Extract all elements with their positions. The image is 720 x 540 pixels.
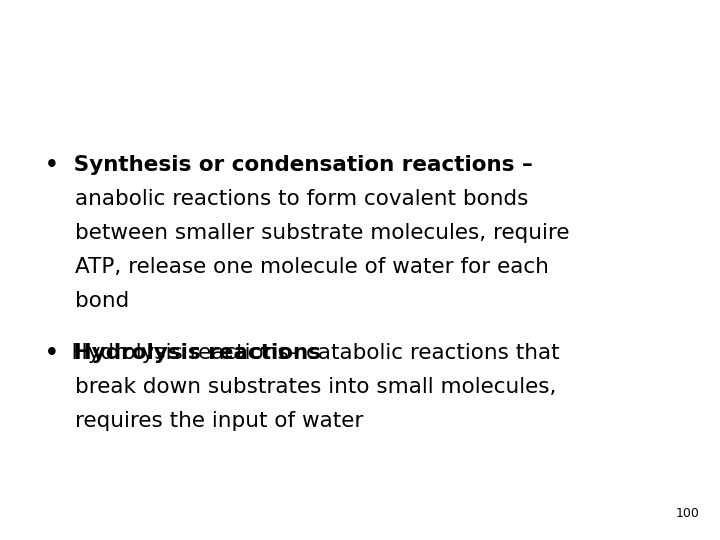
Text: requires the input of water: requires the input of water xyxy=(75,411,364,431)
Text: anabolic reactions to form covalent bonds: anabolic reactions to form covalent bond… xyxy=(75,189,528,209)
Text: between smaller substrate molecules, require: between smaller substrate molecules, req… xyxy=(75,223,570,243)
Text: •  Synthesis or condensation reactions –: • Synthesis or condensation reactions – xyxy=(45,155,533,175)
Text: •  Hydrolysis reactions– catabolic reactions that: • Hydrolysis reactions– catabolic reacti… xyxy=(45,343,559,363)
Text: •  Hydrolysis reactions: • Hydrolysis reactions xyxy=(45,343,321,363)
Text: bond: bond xyxy=(75,291,130,311)
Text: ATP, release one molecule of water for each: ATP, release one molecule of water for e… xyxy=(75,257,549,277)
Text: 100: 100 xyxy=(676,507,700,520)
Text: break down substrates into small molecules,: break down substrates into small molecul… xyxy=(75,377,557,397)
